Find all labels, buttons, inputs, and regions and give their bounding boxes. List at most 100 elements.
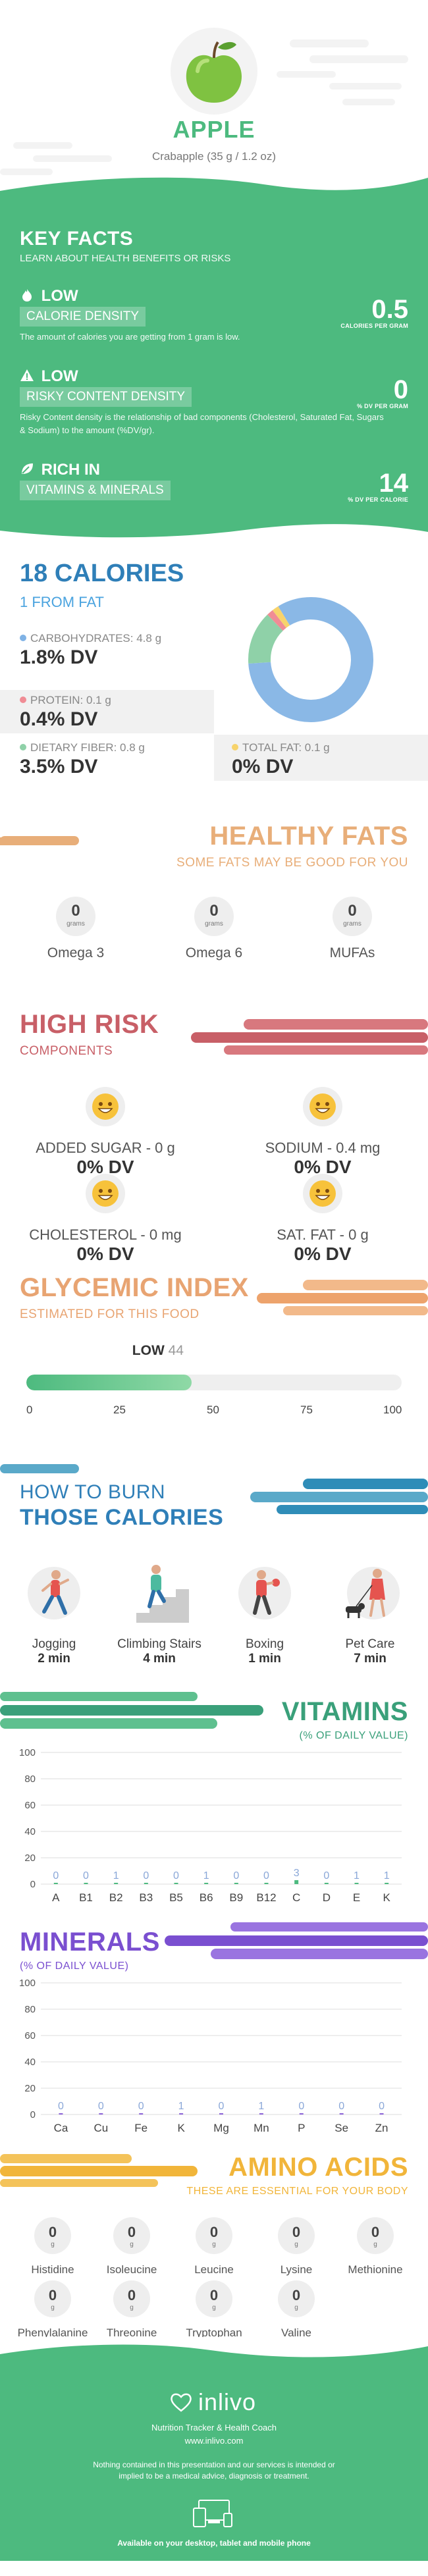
serving-size: Crabapple (35 g / 1.2 oz) bbox=[151, 150, 277, 163]
y-tick-label: 80 bbox=[24, 2004, 36, 2015]
y-tick-label: 60 bbox=[24, 2030, 36, 2041]
glycemic-bar bbox=[26, 1375, 402, 1390]
bar-K bbox=[385, 1883, 389, 1884]
bar-value-label: 0 bbox=[379, 2101, 385, 2112]
burn-calories-section: HOW TO BURN THOSE CALORIES Jogging 2 min… bbox=[0, 1461, 428, 1685]
category-label: B9 bbox=[229, 1891, 243, 1904]
bar-value-label: 1 bbox=[258, 2101, 264, 2112]
footer-availability: Available on your desktop, tablet and mo… bbox=[117, 2538, 311, 2548]
fat-bubble-mufas: 0 grams bbox=[333, 897, 372, 936]
bar-B9 bbox=[234, 1883, 238, 1884]
amino-unit: g bbox=[212, 2241, 216, 2248]
section-stripe bbox=[0, 2154, 198, 2187]
bar-D bbox=[324, 1883, 329, 1884]
smiley-icon bbox=[86, 1174, 125, 1213]
fat-bubble-omega6: 0 grams bbox=[194, 897, 234, 936]
amino-threonine: 0 g Threonine bbox=[89, 2280, 174, 2340]
activity-name: Climbing Stairs bbox=[117, 1637, 201, 1651]
macro-total-fat: TOTAL FAT: 0.1 g 0% DV bbox=[232, 741, 330, 778]
wave-divider bbox=[0, 177, 428, 197]
devices-icon bbox=[193, 2500, 232, 2527]
risk-name: SAT. FAT - 0 g bbox=[277, 1226, 369, 1243]
calories-from-fat: 1 FROM FAT bbox=[20, 594, 104, 610]
minerals-title: MINERALS bbox=[20, 1928, 160, 1957]
glycemic-tick: 25 bbox=[113, 1404, 126, 1416]
fact-description: The amount of calories you are getting f… bbox=[20, 332, 240, 342]
smiley-icon bbox=[303, 1174, 342, 1213]
bar-B12 bbox=[264, 1883, 269, 1884]
bar-B3 bbox=[144, 1883, 148, 1884]
y-tick-label: 0 bbox=[30, 2109, 36, 2120]
risk-dv: 0% DV bbox=[76, 1244, 134, 1264]
bar-B5 bbox=[174, 1883, 178, 1884]
amino-leucine: 0 g Leucine bbox=[171, 2217, 257, 2276]
fact-label: RISKY CONTENT DENSITY bbox=[20, 387, 192, 407]
bar-Ca bbox=[59, 2113, 63, 2115]
risk-name: ADDED SUGAR - 0 g bbox=[36, 1140, 175, 1156]
category-label: B5 bbox=[169, 1891, 183, 1904]
wave-divider bbox=[0, 2337, 428, 2357]
glycemic-section: GLYCEMIC INDEX ESTIMATED FOR THIS FOOD L… bbox=[0, 1264, 428, 1461]
macro-label: PROTEIN: 0.1 g bbox=[30, 694, 111, 706]
activity-time: 4 min bbox=[143, 1652, 176, 1666]
amino-acids-section: AMINO ACIDS THESE ARE ESSENTIAL FOR YOUR… bbox=[0, 2146, 428, 2340]
fact-calorie-density: LOW CALORIE DENSITY The amount of calori… bbox=[20, 287, 408, 344]
footer-disclaimer: Nothing contained in this presentation a… bbox=[93, 2460, 335, 2481]
section-stripe bbox=[0, 1692, 263, 1729]
amino-title: AMINO ACIDS bbox=[228, 2153, 408, 2182]
category-label: B2 bbox=[109, 1891, 123, 1904]
glycemic-tick: 50 bbox=[207, 1404, 219, 1416]
bar-Cu bbox=[99, 2113, 103, 2115]
key-facts-section: KEY FACTS LEARN ABOUT HEALTH BENEFITS OR… bbox=[0, 197, 428, 540]
category-label: Fe bbox=[134, 2122, 147, 2134]
amino-lysine: 0 g Lysine bbox=[254, 2217, 339, 2276]
category-label: K bbox=[383, 1891, 390, 1904]
risk-name: CHOLESTEROL - 0 mg bbox=[29, 1226, 182, 1243]
amino-value: 0 bbox=[48, 2287, 57, 2303]
fat-unit: grams bbox=[205, 920, 223, 928]
bar-value-label: 0 bbox=[143, 1870, 149, 1881]
bar-Mg bbox=[219, 2113, 223, 2115]
footer-url[interactable]: www.inlivo.com bbox=[184, 2436, 244, 2446]
bar-Zn bbox=[379, 2113, 384, 2115]
burn-title: HOW TO BURN bbox=[20, 1481, 166, 1503]
bar-value-label: 1 bbox=[113, 1870, 119, 1881]
section-stripe bbox=[257, 1280, 428, 1315]
amino-unit: g bbox=[294, 2241, 298, 2248]
flame-icon bbox=[22, 289, 32, 302]
heart-logo-icon bbox=[171, 2393, 192, 2412]
bar-value-label: 1 bbox=[203, 1870, 209, 1881]
section-stripe bbox=[0, 1464, 428, 1514]
activity-time: 7 min bbox=[354, 1652, 387, 1666]
category-label: A bbox=[52, 1891, 60, 1904]
amino-value: 0 bbox=[127, 2287, 136, 2303]
risk-dv: 0% DV bbox=[294, 1157, 352, 1177]
boxing-icon bbox=[238, 1567, 291, 1619]
amino-unit: g bbox=[51, 2304, 55, 2311]
risk-sat-fat: SAT. FAT - 0 g 0% DV bbox=[224, 1173, 421, 1265]
risk-added-sugar: ADDED SUGAR - 0 g 0% DV bbox=[7, 1086, 204, 1178]
glycemic-level-text: LOW bbox=[132, 1343, 165, 1358]
page-title: APPLE bbox=[173, 116, 255, 143]
category-label: B1 bbox=[79, 1891, 93, 1904]
y-tick-label: 80 bbox=[24, 1774, 36, 1785]
glycemic-tick: 100 bbox=[383, 1404, 402, 1416]
category-label: Cu bbox=[94, 2122, 108, 2134]
amino-unit: g bbox=[130, 2304, 134, 2311]
glycemic-level: LOW 44 bbox=[132, 1343, 184, 1359]
fact-unit: % DV PER CALORIE bbox=[348, 496, 408, 503]
fact-unit: % DV PER GRAM bbox=[357, 403, 408, 409]
y-tick-label: 100 bbox=[19, 1747, 36, 1758]
jogging-icon bbox=[28, 1567, 80, 1619]
macro-dv: 0% DV bbox=[232, 756, 294, 777]
category-label: Mg bbox=[213, 2122, 229, 2134]
macro-color-dot bbox=[20, 635, 26, 641]
activity-pet-care: Pet Care 7 min bbox=[317, 1560, 423, 1666]
activity-time: 2 min bbox=[38, 1652, 70, 1666]
fat-bubble-omega3: 0 grams bbox=[56, 897, 95, 936]
glycemic-value: 44 bbox=[168, 1343, 184, 1358]
fact-level: LOW bbox=[41, 367, 78, 385]
fact-vitamins-minerals: RICH IN VITAMINS & MINERALS 14 % DV PER … bbox=[20, 461, 408, 503]
macro-dv: 0.4% DV bbox=[20, 708, 98, 730]
healthy-fats-section: HEALTHY FATS SOME FATS MAY BE GOOD FOR Y… bbox=[0, 816, 428, 1001]
